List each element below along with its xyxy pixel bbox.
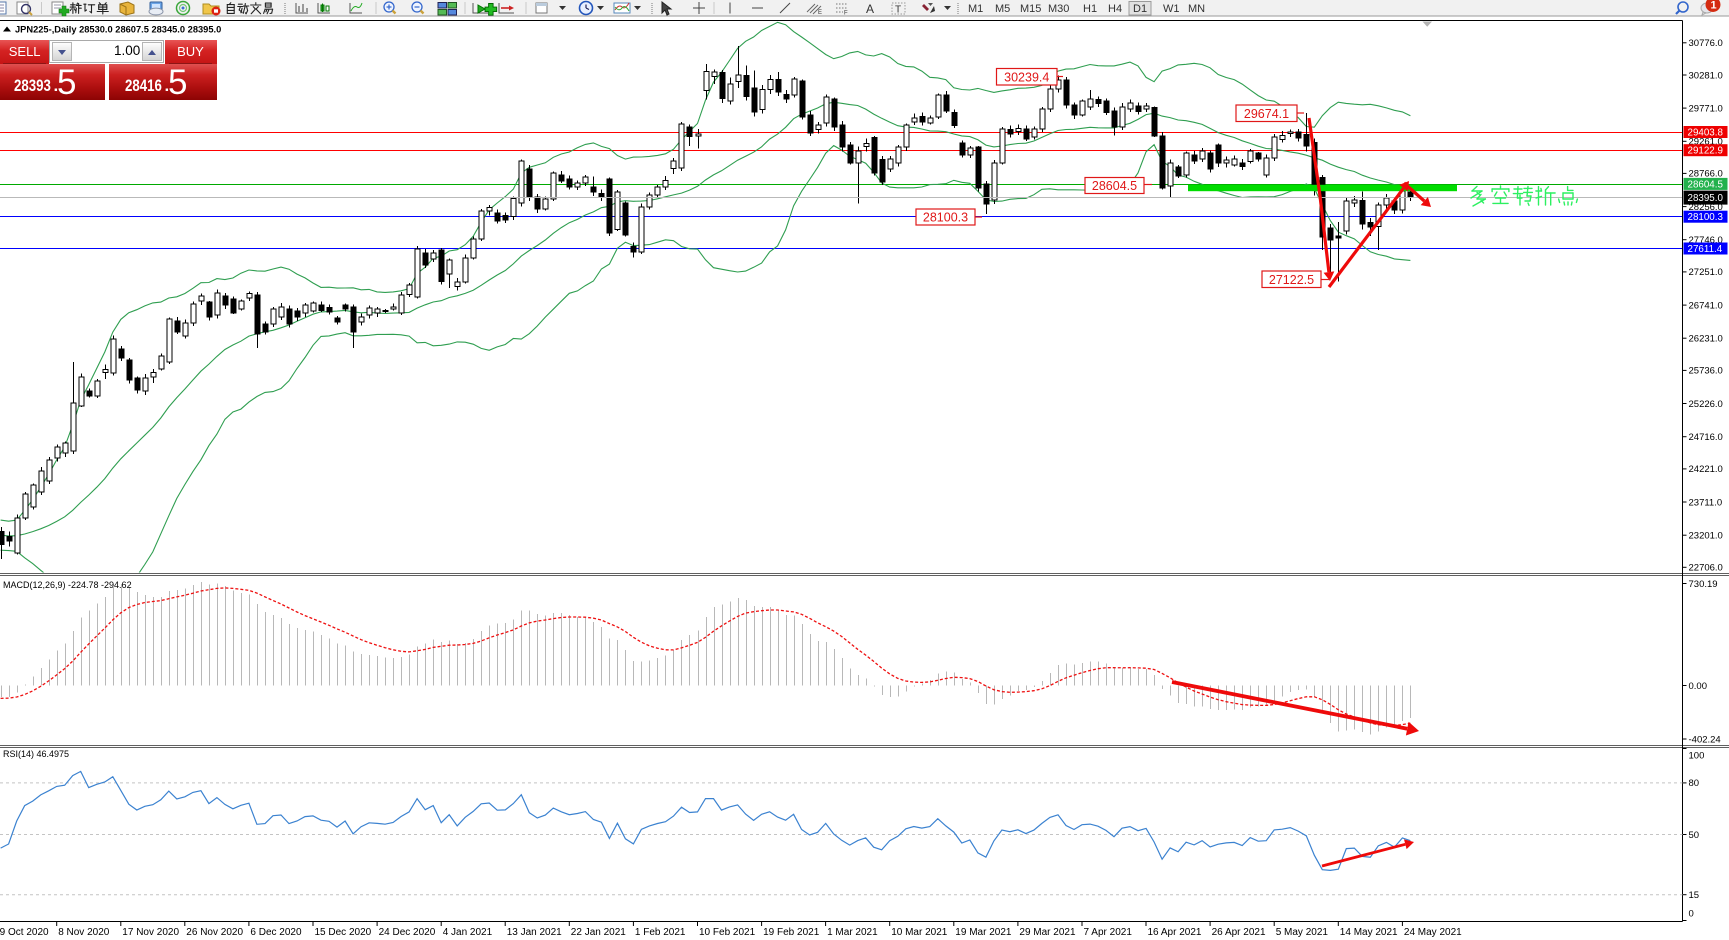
svg-text:26741.0: 26741.0: [1689, 300, 1723, 311]
svg-text:29 Oct 2020: 29 Oct 2020: [0, 927, 49, 938]
svg-text:28395.0: 28395.0: [1688, 193, 1724, 204]
svg-text:19 Mar 2021: 19 Mar 2021: [955, 927, 1012, 938]
svg-text:28100.3: 28100.3: [1688, 212, 1724, 223]
svg-text:27122.5: 27122.5: [1269, 273, 1314, 287]
svg-text:10 Feb 2021: 10 Feb 2021: [699, 927, 756, 938]
svg-text:24 May 2021: 24 May 2021: [1404, 927, 1462, 938]
svg-text:M1: M1: [968, 3, 983, 15]
svg-text:29403.8: 29403.8: [1688, 127, 1724, 138]
svg-text:22 Jan 2021: 22 Jan 2021: [571, 927, 626, 938]
svg-text:M15: M15: [1020, 3, 1041, 15]
svg-text:JPN225-,Daily 28530.0 28607.5: JPN225-,Daily 28530.0 28607.5 28345.0 28…: [15, 25, 221, 35]
svg-text:MACD(12,26,9) -224.78 -294.62: MACD(12,26,9) -224.78 -294.62: [3, 580, 132, 590]
svg-text:29771.0: 29771.0: [1689, 103, 1723, 114]
svg-text:H1: H1: [1083, 3, 1097, 15]
svg-text:24716.0: 24716.0: [1689, 432, 1723, 443]
svg-text:28766.0: 28766.0: [1689, 169, 1723, 180]
svg-text:1 Mar 2021: 1 Mar 2021: [827, 927, 878, 938]
svg-text:0.00: 0.00: [1689, 681, 1708, 692]
svg-text:15 Dec 2020: 15 Dec 2020: [315, 927, 372, 938]
svg-text:23711.0: 23711.0: [1689, 497, 1723, 508]
svg-text:28604.5: 28604.5: [1688, 179, 1724, 190]
svg-text:8 Nov 2020: 8 Nov 2020: [58, 927, 110, 938]
svg-text:D1: D1: [1133, 3, 1147, 15]
svg-text:T: T: [895, 5, 901, 16]
svg-text:M5: M5: [995, 3, 1010, 15]
svg-text:27251.0: 27251.0: [1689, 267, 1723, 278]
svg-text:29122.9: 29122.9: [1688, 146, 1723, 157]
svg-text:26 Apr 2021: 26 Apr 2021: [1212, 927, 1266, 938]
svg-text:26231.0: 26231.0: [1689, 334, 1723, 345]
svg-text:1: 1: [1711, 0, 1717, 12]
svg-text:25226.0: 25226.0: [1689, 399, 1723, 410]
svg-text:7 Apr 2021: 7 Apr 2021: [1084, 927, 1133, 938]
svg-text:25736.0: 25736.0: [1689, 366, 1723, 377]
svg-text:H4: H4: [1108, 3, 1122, 15]
svg-text:14 May 2021: 14 May 2021: [1340, 927, 1398, 938]
svg-text:F: F: [844, 11, 848, 17]
svg-text:29 Mar 2021: 29 Mar 2021: [1019, 927, 1076, 938]
svg-text:E: E: [818, 10, 822, 16]
svg-text:100: 100: [1689, 750, 1705, 761]
svg-text:15: 15: [1689, 890, 1700, 901]
svg-text:27611.4: 27611.4: [1688, 244, 1723, 255]
svg-text:4 Jan 2021: 4 Jan 2021: [443, 927, 493, 938]
svg-text:29674.1: 29674.1: [1244, 107, 1289, 121]
svg-text:28100.3: 28100.3: [923, 211, 968, 225]
svg-text:10 Mar 2021: 10 Mar 2021: [891, 927, 948, 938]
svg-text:30281.0: 30281.0: [1689, 70, 1723, 81]
svg-text:50: 50: [1689, 830, 1700, 841]
svg-text:MN: MN: [1188, 3, 1205, 15]
svg-text:24221.0: 24221.0: [1689, 464, 1723, 475]
svg-text:22706.0: 22706.0: [1689, 563, 1723, 574]
svg-text:W1: W1: [1163, 3, 1180, 15]
svg-text:730.19: 730.19: [1689, 579, 1718, 590]
svg-text:30239.4: 30239.4: [1004, 71, 1049, 85]
svg-text:30776.0: 30776.0: [1689, 38, 1723, 49]
svg-text:28604.5: 28604.5: [1092, 179, 1137, 193]
svg-text:-402.24: -402.24: [1689, 734, 1721, 745]
svg-text:M30: M30: [1048, 3, 1069, 15]
svg-text:23201.0: 23201.0: [1689, 531, 1723, 542]
svg-text:6 Dec 2020: 6 Dec 2020: [250, 927, 302, 938]
svg-text:17 Nov 2020: 17 Nov 2020: [122, 927, 179, 938]
svg-text:27746.0: 27746.0: [1689, 235, 1723, 246]
svg-text:0: 0: [1689, 908, 1694, 919]
svg-text:1 Feb 2021: 1 Feb 2021: [635, 927, 686, 938]
svg-text:80: 80: [1689, 778, 1700, 789]
svg-text:5 May 2021: 5 May 2021: [1276, 927, 1329, 938]
svg-text:29261.0: 29261.0: [1689, 137, 1723, 148]
svg-text:13 Jan 2021: 13 Jan 2021: [507, 927, 562, 938]
svg-text:28256.0: 28256.0: [1689, 202, 1723, 213]
svg-text:19 Feb 2021: 19 Feb 2021: [763, 927, 820, 938]
svg-text:RSI(14) 46.4975: RSI(14) 46.4975: [3, 749, 69, 759]
svg-text:24 Dec 2020: 24 Dec 2020: [379, 927, 436, 938]
svg-text:16 Apr 2021: 16 Apr 2021: [1148, 927, 1202, 938]
svg-text:A: A: [866, 2, 874, 16]
svg-text:26 Nov 2020: 26 Nov 2020: [186, 927, 243, 938]
